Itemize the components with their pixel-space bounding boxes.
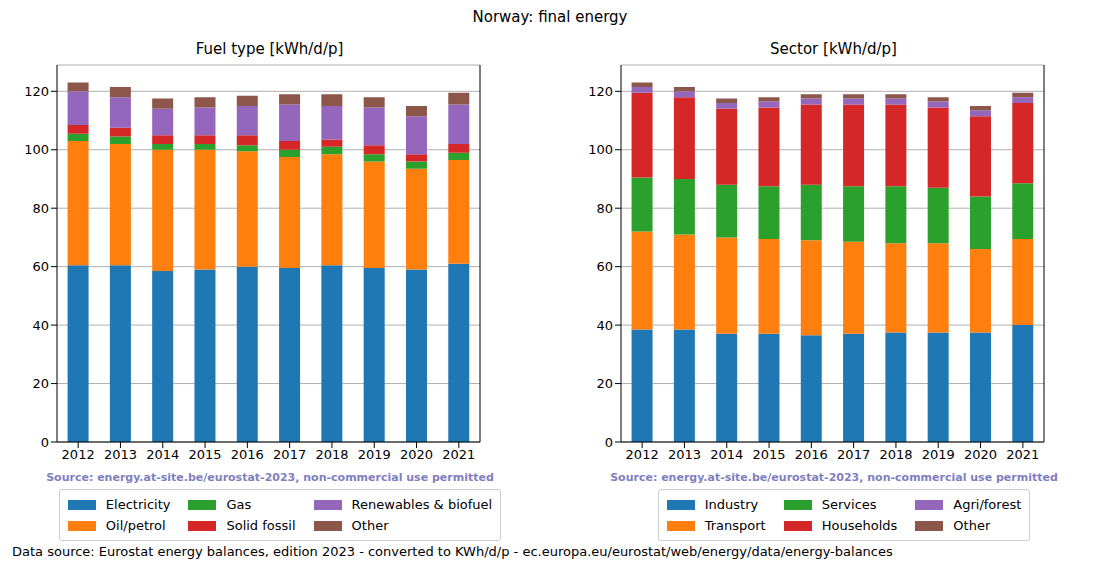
html-text:Solid fossil: Solid fossil (226, 518, 296, 533)
html-text:Oil/petrol: Oil/petrol (105, 518, 166, 533)
svg-text:2021: 2021 (442, 447, 475, 462)
svg-text:120: 120 (588, 84, 613, 99)
svg-text:2016: 2016 (231, 447, 264, 462)
html-text:Electricity: Electricity (105, 497, 171, 512)
svg-text:2018: 2018 (879, 447, 912, 462)
html-text:Gas: Gas (226, 497, 252, 512)
svg-text:40: 40 (596, 318, 613, 333)
svg-text:40: 40 (32, 318, 49, 333)
svg-text:2013: 2013 (104, 447, 137, 462)
svg-text:2014: 2014 (146, 447, 179, 462)
html-text:Services: Services (821, 497, 877, 512)
html-text:Other: Other (351, 518, 389, 533)
svg-text:2017: 2017 (273, 447, 306, 462)
svg-text:20: 20 (32, 376, 49, 391)
html-text:Norway: final energy: Norway: final energy (472, 8, 628, 26)
svg-text:2013: 2013 (668, 447, 701, 462)
svg-text:0: 0 (41, 435, 49, 450)
svg-text:2019: 2019 (358, 447, 391, 462)
svg-text:2020: 2020 (964, 447, 997, 462)
svg-text:2012: 2012 (626, 447, 659, 462)
svg-text:2021: 2021 (1006, 447, 1039, 462)
html-text:Agri/forest: Agri/forest (953, 497, 1022, 512)
svg-text:80: 80 (596, 201, 613, 216)
svg-text:60: 60 (596, 259, 613, 274)
svg-text:60: 60 (32, 259, 49, 274)
svg-text:2012: 2012 (62, 447, 95, 462)
svg-text:2018: 2018 (315, 447, 348, 462)
html-text:Source: energy.at-site.be/euro: Source: energy.at-site.be/eurostat-2023,… (610, 471, 1058, 484)
html-text:Households: Households (821, 518, 898, 533)
svg-text:2015: 2015 (189, 447, 222, 462)
html-text:Industry: Industry (704, 497, 759, 512)
svg-text:20: 20 (596, 376, 613, 391)
svg-text:80: 80 (32, 201, 49, 216)
svg-text:120: 120 (24, 84, 49, 99)
svg-text:100: 100 (24, 142, 49, 157)
svg-text:2015: 2015 (753, 447, 786, 462)
svg-text:2019: 2019 (922, 447, 955, 462)
html-text:Source: energy.at-site.be/euro: Source: energy.at-site.be/eurostat-2023,… (46, 471, 494, 484)
svg-text:100: 100 (588, 142, 613, 157)
html-text:Fuel type [kWh/d/p]: Fuel type [kWh/d/p] (195, 40, 344, 58)
svg-text:2017: 2017 (837, 447, 870, 462)
svg-text:0: 0 (605, 435, 613, 450)
html-text:Sector [kWh/d/p]: Sector [kWh/d/p] (770, 40, 897, 58)
svg-text:2020: 2020 (400, 447, 433, 462)
svg-text:2014: 2014 (710, 447, 743, 462)
html-text:Other: Other (953, 518, 991, 533)
html-text:Renewables & biofuel: Renewables & biofuel (351, 497, 493, 512)
svg-text:2016: 2016 (795, 447, 828, 462)
html-text:Transport: Transport (704, 518, 766, 533)
html-text:Data source: Eurostat energy b: Data source: Eurostat energy balances, e… (12, 544, 893, 559)
